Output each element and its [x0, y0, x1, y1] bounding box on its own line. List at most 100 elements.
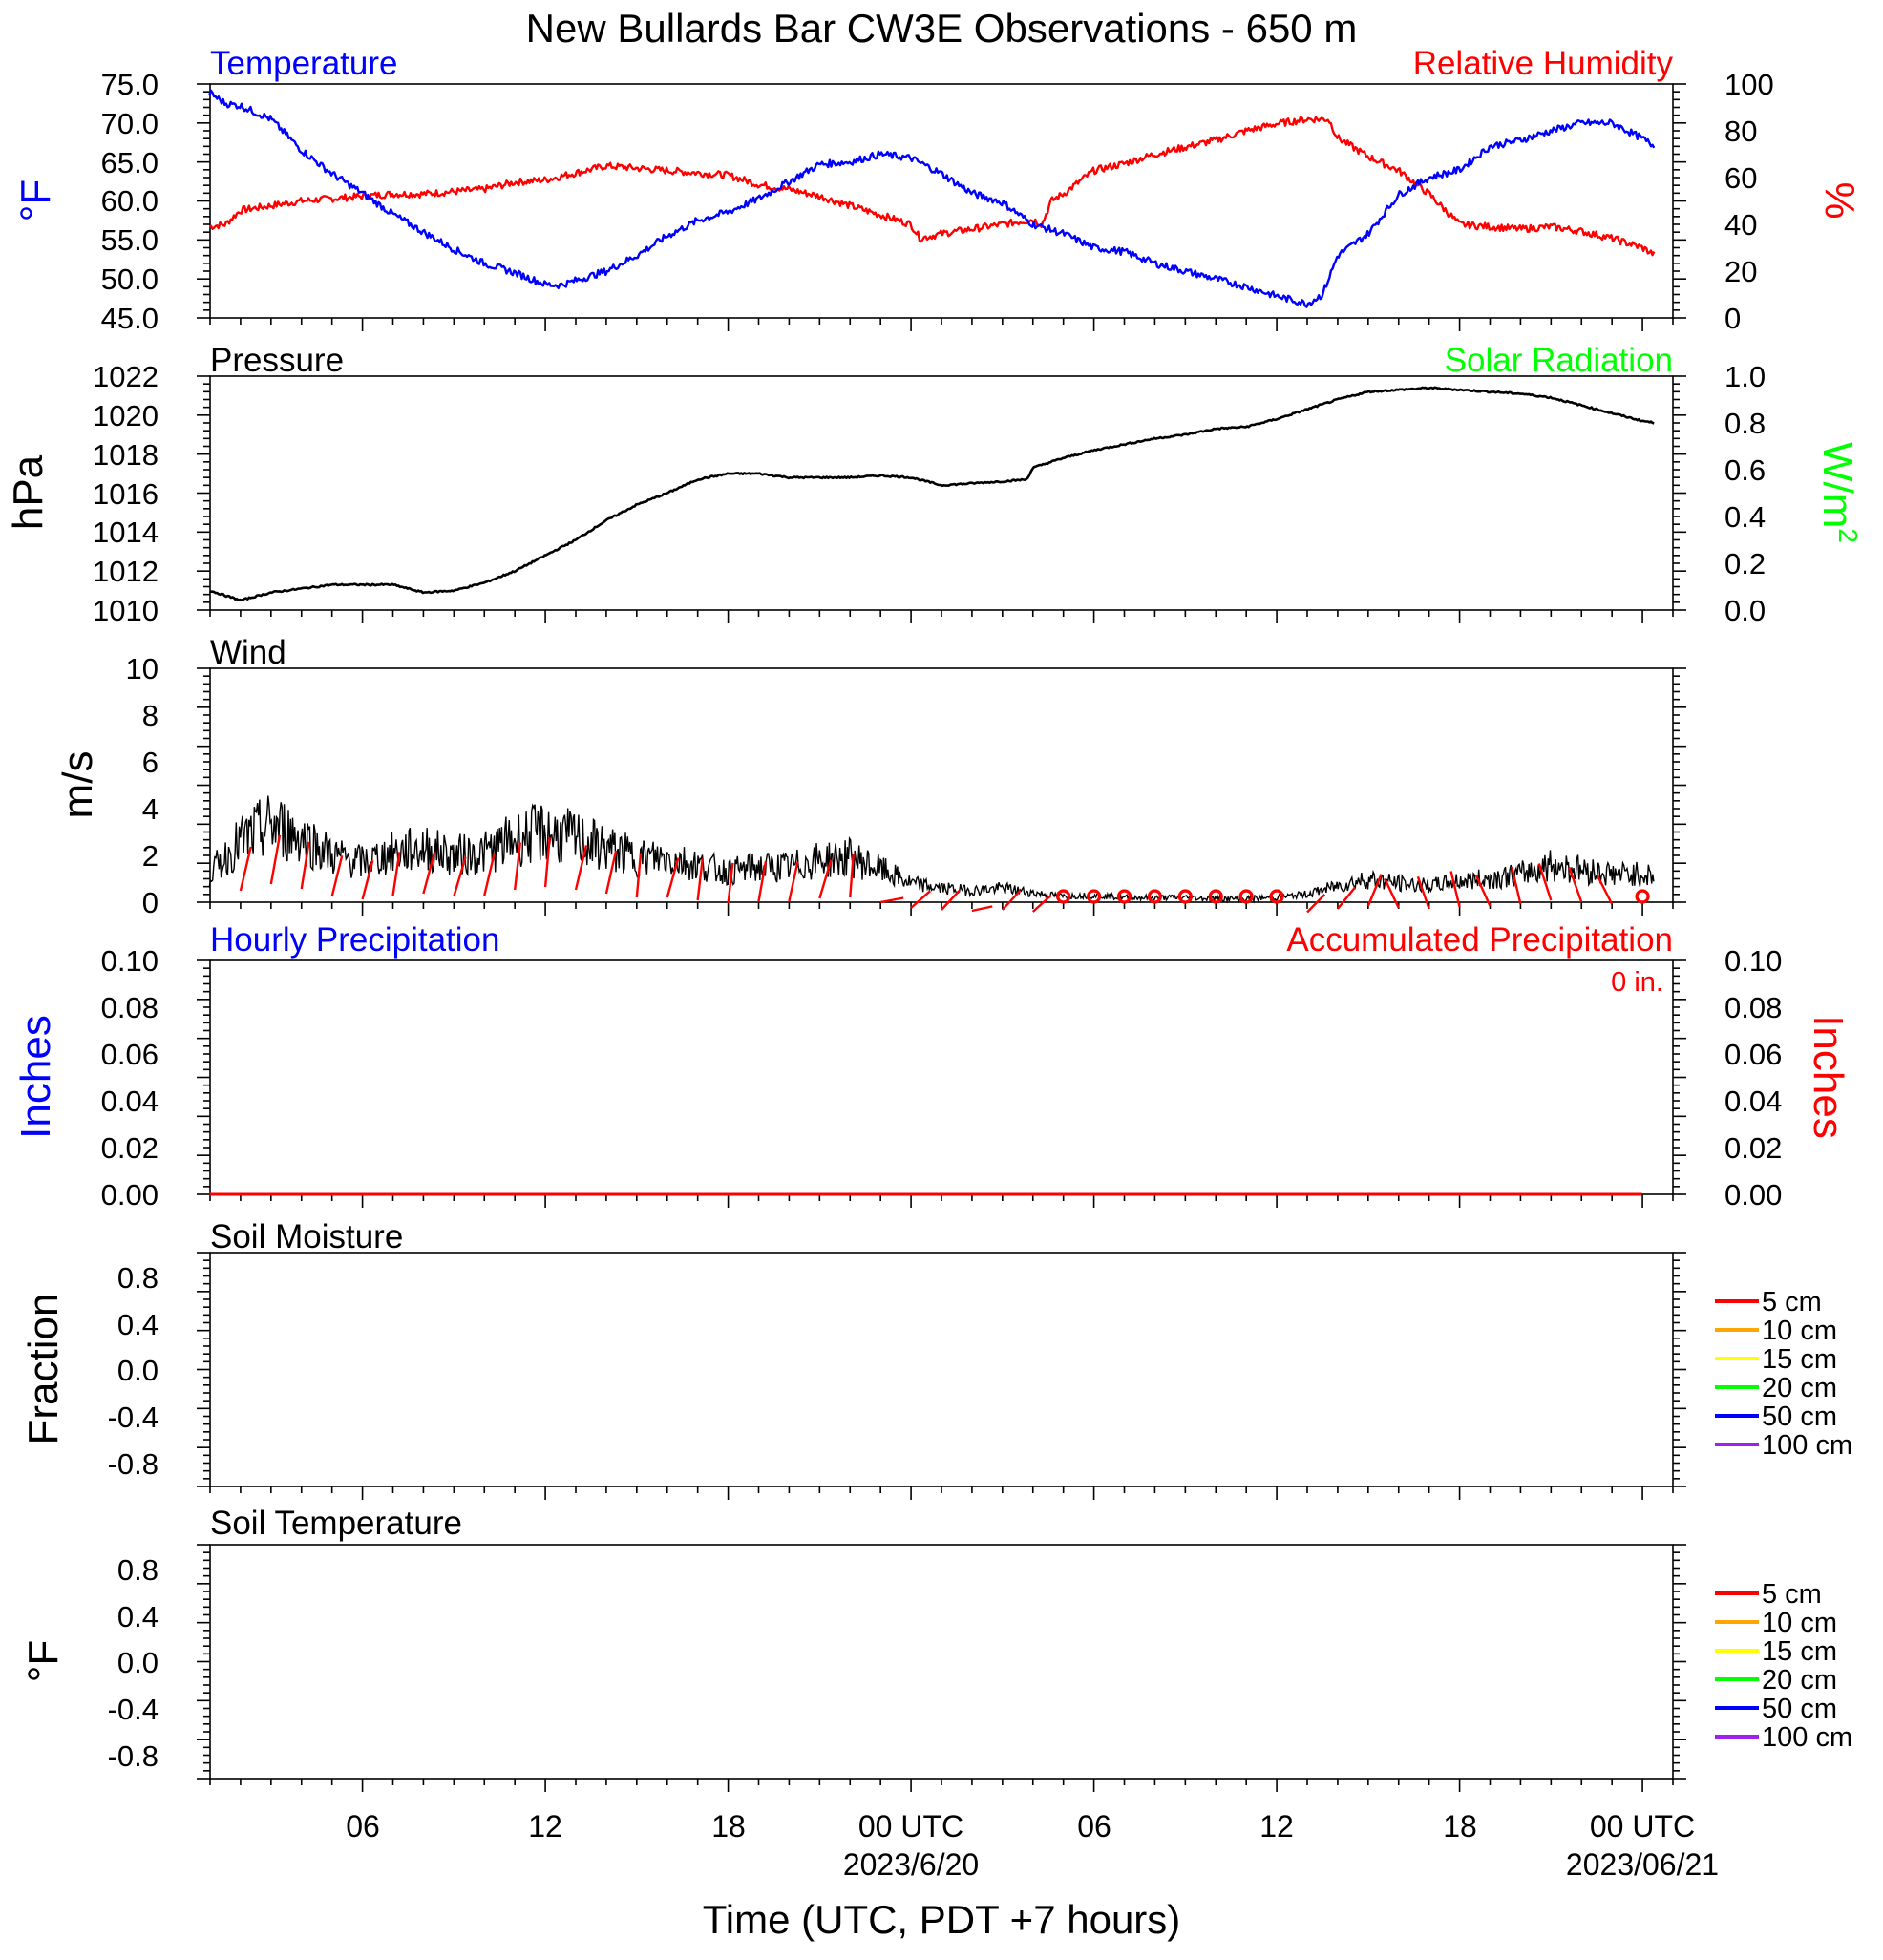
- wind-barb: [1596, 874, 1614, 905]
- soil-moisture-ylabel: Fraction: [20, 1294, 67, 1445]
- x-tick-label: 12: [528, 1809, 562, 1844]
- series-layer: [209, 386, 1655, 601]
- wind-barb: [910, 890, 931, 909]
- y-tick-label: 0.04: [1724, 1085, 1782, 1118]
- panel-frame: [209, 1252, 1674, 1487]
- accum-precip-tick-labels: 0.10 0.08 0.06 0.04 0.02 0.00: [1724, 944, 1782, 1212]
- hourly-precip-tick-labels: 0.10 0.08 0.06 0.04 0.02 0.00: [101, 944, 159, 1212]
- panel-temperature-humidity: Temperature Relative Humidity °F % 75.0 …: [12, 45, 1863, 335]
- wind-barb: [543, 837, 551, 888]
- wind-barb: [300, 841, 310, 890]
- y-tick-label: 65.0: [101, 146, 159, 179]
- y-tick-label: 8: [142, 699, 159, 732]
- temperature-ylabel: °F: [12, 179, 59, 221]
- wind-barb: [391, 852, 401, 896]
- wind-barb: [513, 842, 522, 891]
- temperature-line: [208, 89, 1656, 308]
- series-layer: [208, 795, 1655, 904]
- y-tick-label: 0.4: [117, 1308, 159, 1341]
- y-tick-label: 0.04: [101, 1085, 159, 1118]
- y-tick-label: 0.02: [1724, 1131, 1782, 1165]
- y-tick-label: 1014: [93, 516, 159, 549]
- legend-item-50cm: 50 cm: [1715, 1694, 1837, 1724]
- pressure-title: Pressure: [210, 342, 344, 379]
- pressure-line: [209, 386, 1655, 601]
- legend-label: 100 cm: [1762, 1722, 1852, 1753]
- legend-label: 100 cm: [1762, 1430, 1852, 1461]
- wind-speed-line: [208, 795, 1655, 904]
- y-tick-label: 40: [1724, 208, 1757, 242]
- y-tick-label: 0.6: [1724, 453, 1766, 487]
- humidity-ylabel: %: [1816, 181, 1863, 219]
- solar-ylabel: W/m2: [1814, 442, 1863, 543]
- legend-item-10cm: 10 cm: [1715, 1608, 1837, 1638]
- legend-item-50cm: 50 cm: [1715, 1402, 1837, 1432]
- calm-wind-marker: [1635, 889, 1650, 904]
- y-tick-label: 100: [1724, 68, 1774, 101]
- y-tick-label: 0.10: [1724, 944, 1782, 978]
- legend-item-100cm: 100 cm: [1715, 1430, 1852, 1461]
- hourly-precip-ylabel: Inches: [12, 1015, 59, 1139]
- wind-barb: [788, 861, 799, 902]
- wind-barb: [1001, 889, 1022, 911]
- axis-ticks: [197, 667, 1686, 916]
- x-axis-title: Time (UTC, PDT +7 hours): [703, 1897, 1181, 1942]
- soil-temperature-title: Soil Temperature: [210, 1505, 462, 1542]
- y-tick-label: 0.06: [101, 1038, 159, 1071]
- y-tick-label: 0.4: [117, 1600, 159, 1633]
- wind-tick-labels: 10 8 6 4 2 0: [126, 652, 159, 919]
- panel-frame: [209, 375, 1674, 611]
- legend-label: 10 cm: [1762, 1608, 1837, 1638]
- soil-temperature-legend: 5 cm 10 cm 15 cm 20 cm 50 cm 100 cm: [1715, 1579, 1852, 1753]
- y-tick-label: 0.4: [1724, 500, 1766, 534]
- legend-label: 50 cm: [1762, 1402, 1837, 1432]
- wind-barb: [330, 854, 344, 897]
- y-tick-label: 1010: [93, 594, 159, 627]
- wind-barb: [574, 845, 588, 891]
- x-tick-label: 18: [711, 1809, 746, 1844]
- wind-barb: [1568, 866, 1583, 903]
- legend-item-5cm: 5 cm: [1715, 1287, 1822, 1317]
- humidity-title: Relative Humidity: [1413, 45, 1674, 82]
- panel-soil-temperature: Soil Temperature °F 0.8 0.4 0.0 -0.4 -0.…: [20, 1505, 1852, 1792]
- panel-precipitation: Hourly Precipitation Accumulated Precipi…: [12, 921, 1851, 1212]
- wind-barb: [1416, 875, 1430, 910]
- panel-frame: [209, 1544, 1674, 1780]
- axis-ticks: [197, 959, 1686, 1208]
- legend-item-10cm: 10 cm: [1715, 1316, 1837, 1346]
- calm-wind-marker: [1086, 889, 1102, 904]
- legend-label: 5 cm: [1762, 1579, 1822, 1610]
- y-tick-label: 0.06: [1724, 1038, 1782, 1071]
- y-tick-label: -0.8: [108, 1739, 159, 1773]
- x-tick-sublabel: 2023/06/21: [1566, 1847, 1719, 1882]
- y-tick-label: 0.0: [117, 1646, 159, 1679]
- wind-barb: [239, 846, 252, 892]
- legend-item-100cm: 100 cm: [1715, 1722, 1852, 1753]
- legend-item-5cm: 5 cm: [1715, 1579, 1822, 1610]
- soil-moisture-legend: 5 cm 10 cm 15 cm 20 cm 50 cm 100 cm: [1715, 1287, 1852, 1461]
- legend-label: 50 cm: [1762, 1694, 1837, 1724]
- solar-title: Solar Radiation: [1445, 342, 1673, 379]
- axis-ticks: [197, 375, 1686, 623]
- y-tick-label: 0.00: [101, 1178, 159, 1212]
- x-tick-label: 00 UTC: [1590, 1809, 1695, 1844]
- y-tick-label: 0.2: [1724, 547, 1766, 580]
- panel-frame: [209, 83, 1674, 319]
- y-tick-label: 20: [1724, 255, 1757, 288]
- axis-ticks: [197, 83, 1686, 331]
- legend-item-20cm: 20 cm: [1715, 1373, 1837, 1403]
- y-tick-label: 70.0: [101, 107, 159, 140]
- soil-moisture-title: Soil Moisture: [210, 1218, 403, 1255]
- accum-precip-title: Accumulated Precipitation: [1286, 921, 1673, 959]
- calm-wind-marker: [1116, 889, 1132, 904]
- wind-title: Wind: [210, 634, 286, 671]
- temperature-title: Temperature: [210, 45, 397, 82]
- y-tick-label: 0.8: [117, 1553, 159, 1587]
- wind-barb: [1366, 874, 1383, 907]
- wind-barb: [1474, 875, 1492, 907]
- x-axis: 06 12 18 00 UTC 2023/6/20 06 12 18 00 UT…: [346, 1809, 1719, 1942]
- y-tick-label: 0.08: [1724, 991, 1782, 1024]
- pressure-tick-labels: 1022 1020 1018 1016 1014 1012 1010: [93, 360, 159, 627]
- y-tick-label: -0.8: [108, 1447, 159, 1481]
